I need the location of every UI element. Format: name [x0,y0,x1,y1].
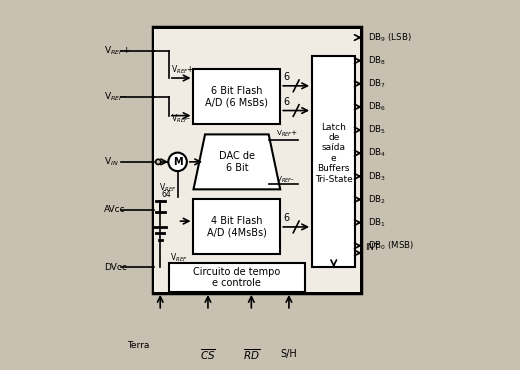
Text: V$_{REF}$-: V$_{REF}$- [171,112,191,125]
Text: 6: 6 [283,97,289,107]
Text: Terra: Terra [127,341,150,350]
Text: DB$_5$: DB$_5$ [369,124,386,136]
Text: V$_{REF}$: V$_{REF}$ [171,251,188,264]
Text: V$_{REF}$: V$_{REF}$ [159,182,177,194]
Text: DB$_8$: DB$_8$ [369,54,386,67]
FancyBboxPatch shape [154,29,360,292]
Text: V$_{REF}$-: V$_{REF}$- [276,175,295,185]
Text: DB$_2$: DB$_2$ [369,193,386,206]
FancyBboxPatch shape [193,69,280,124]
FancyBboxPatch shape [153,27,361,293]
Text: DB$_1$: DB$_1$ [369,216,386,229]
Polygon shape [193,134,280,189]
Text: 6 Bit Flash
A/D (6 MsBs): 6 Bit Flash A/D (6 MsBs) [205,86,268,108]
Text: DAC de
6 Bit: DAC de 6 Bit [219,151,255,173]
Text: 4 Bit Flash
A/D (4MsBs): 4 Bit Flash A/D (4MsBs) [207,216,267,238]
Text: V$_{IN}$: V$_{IN}$ [104,156,119,168]
Text: DB$_4$: DB$_4$ [369,147,386,159]
Circle shape [155,159,161,165]
FancyBboxPatch shape [193,199,280,255]
Text: V$_{REF}$+: V$_{REF}$+ [276,129,298,139]
Text: S/H: S/H [281,349,297,359]
Text: DB$_9$ (LSB): DB$_9$ (LSB) [369,31,412,44]
FancyBboxPatch shape [169,263,305,292]
Text: $\overline{CS}$: $\overline{CS}$ [200,347,216,361]
Text: Circuito de tempo
e controle: Circuito de tempo e controle [193,267,280,288]
Text: 6: 6 [283,72,289,82]
FancyBboxPatch shape [312,56,355,268]
Text: 6: 6 [283,213,289,223]
Text: V$_{REF}$+: V$_{REF}$+ [104,44,131,57]
Circle shape [168,152,187,171]
Text: DB$_0$ (MSB): DB$_0$ (MSB) [369,239,414,252]
Text: $\overline{RD}$: $\overline{RD}$ [243,347,260,361]
Text: M: M [173,157,183,167]
Text: INT: INT [365,243,379,252]
Text: AVcc: AVcc [104,205,125,214]
Text: DB$_6$: DB$_6$ [369,101,386,113]
Text: 64: 64 [161,189,171,199]
Text: V$_{REF}$+: V$_{REF}$+ [171,63,194,76]
Text: DB$_7$: DB$_7$ [369,78,386,90]
Text: V$_{REF}$-: V$_{REF}$- [104,91,127,103]
Text: DB$_3$: DB$_3$ [369,170,386,182]
Text: DVcc: DVcc [104,263,127,272]
Text: Latch
de
saída
e
Buffers
Tri-State: Latch de saída e Buffers Tri-State [315,123,353,184]
